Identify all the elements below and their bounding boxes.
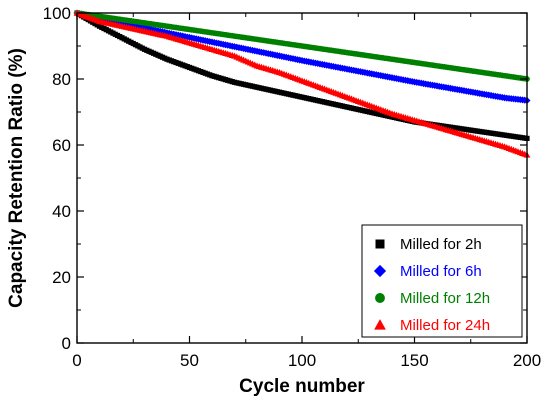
x-tick-label: 0: [72, 351, 81, 370]
x-axis-title: Cycle number: [239, 376, 365, 397]
legend-marker: [373, 264, 387, 278]
legend-marker: [375, 293, 385, 303]
legend-label: Milled for 24h: [400, 317, 490, 334]
series-circle: [74, 10, 530, 82]
y-tick-label: 80: [52, 70, 71, 89]
legend-box: [361, 224, 523, 338]
x-tick-label: 100: [288, 351, 316, 370]
y-tick-label: 60: [52, 136, 71, 155]
legend-marker: [374, 319, 386, 330]
y-tick-label: 100: [43, 4, 71, 23]
x-tick-label: 50: [180, 351, 199, 370]
legend-marker: [375, 239, 385, 249]
y-axis-title: Capacity Retention Ratio (%): [6, 48, 27, 308]
series-triangle: [73, 9, 531, 158]
legend-label: Milled for 6h: [400, 263, 482, 280]
x-axis: 0 50 100 150 200: [72, 13, 541, 370]
y-tick-label: 20: [52, 268, 71, 287]
x-tick-label: 150: [400, 351, 428, 370]
legend-item: Milled for 24h: [374, 317, 490, 334]
legend-item: Milled for 2h: [375, 236, 482, 253]
legend-item: Milled for 6h: [373, 263, 482, 280]
y-axis: 0 20 40 60 80 100: [43, 4, 527, 353]
data-markers: [73, 9, 531, 158]
x-tick-label: 200: [513, 351, 541, 370]
legend-label: Milled for 12h: [400, 290, 490, 307]
legend-label: Milled for 2h: [400, 236, 482, 253]
legend: Milled for 2h Milled for 6h Milled for 12h…: [361, 224, 523, 338]
legend-item: Milled for 12h: [375, 290, 490, 307]
y-tick-label: 0: [62, 334, 71, 353]
y-tick-label: 40: [52, 202, 71, 221]
